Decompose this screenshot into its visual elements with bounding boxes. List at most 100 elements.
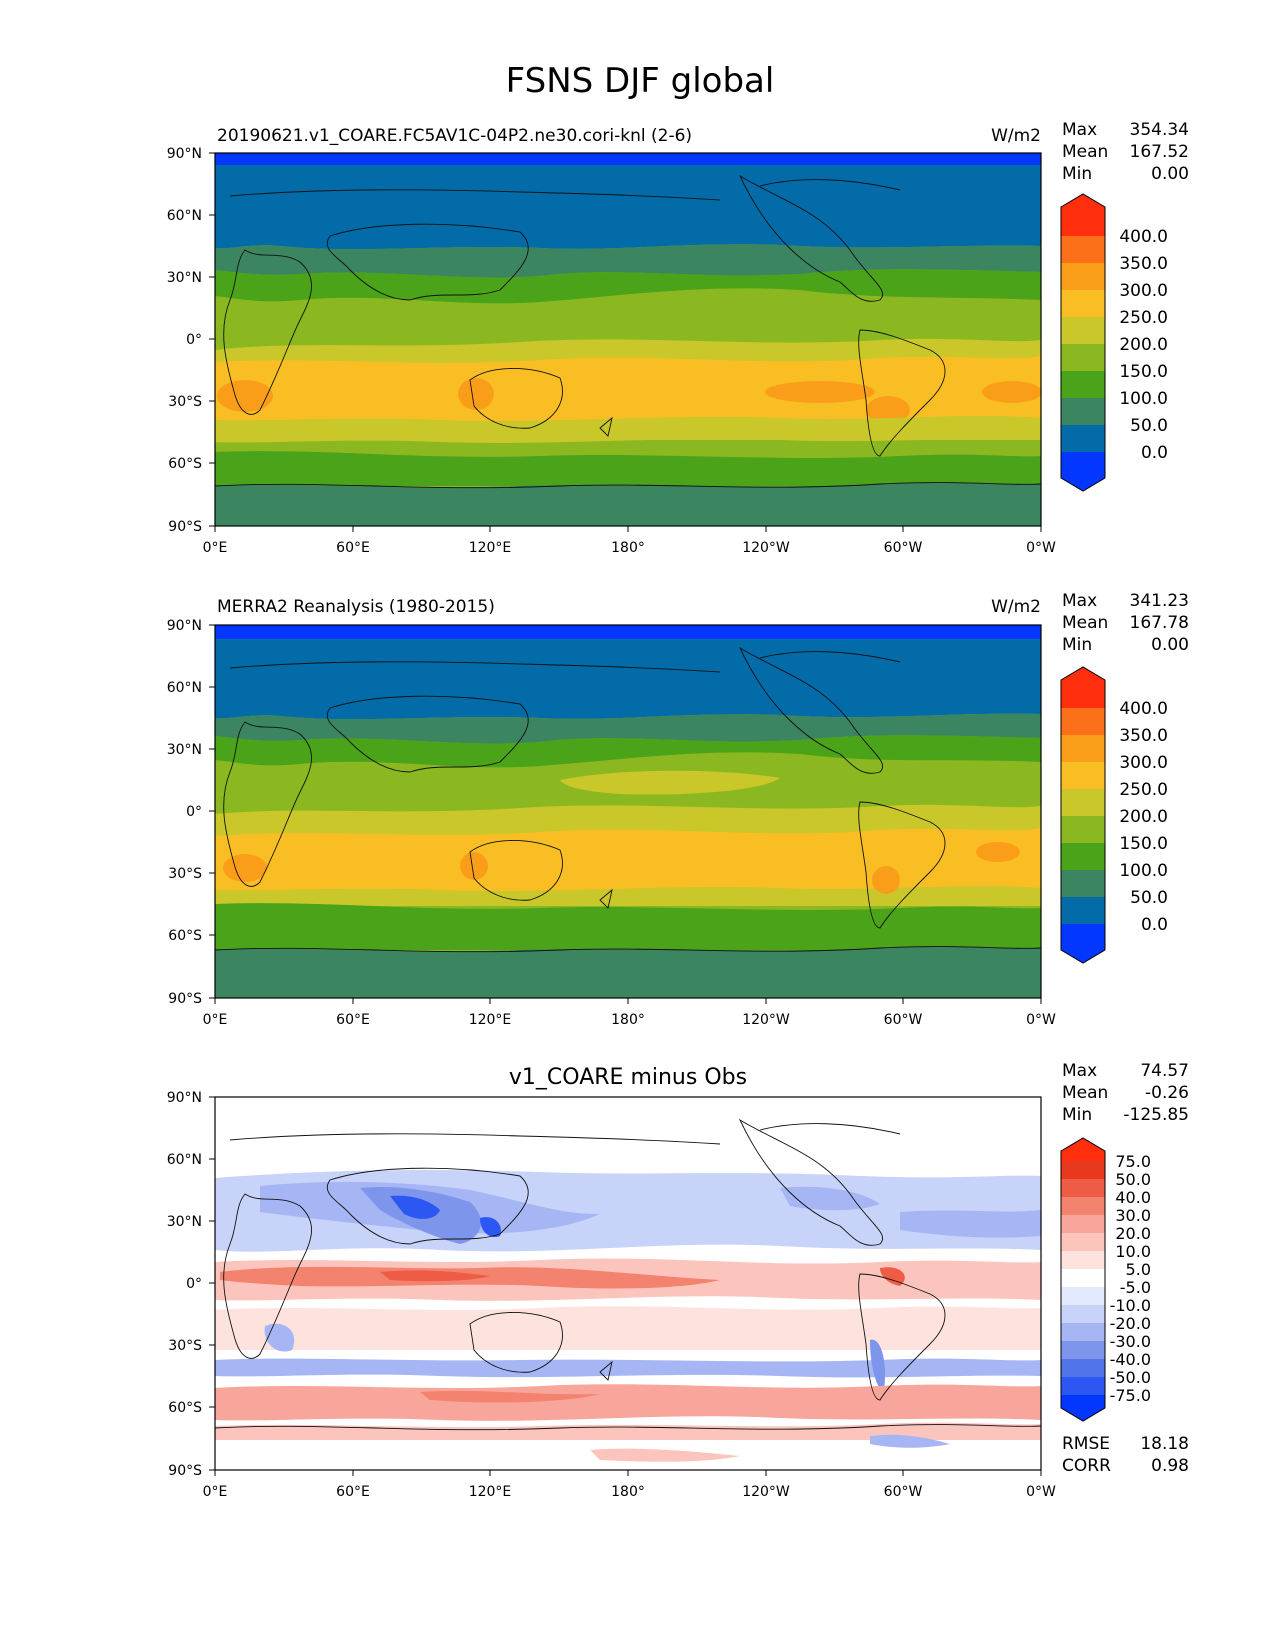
- colorbar-segment: [1061, 1138, 1105, 1161]
- lon-tick-label: 0°W: [1026, 1484, 1056, 1500]
- colorbar-label: 200.0: [1119, 335, 1168, 355]
- colorbar-label: -75.0: [1110, 1386, 1151, 1405]
- colorbar-label: 250.0: [1119, 780, 1168, 800]
- lon-tick-label: 120°E: [469, 540, 512, 556]
- lon-tick-label: 60°W: [884, 540, 923, 556]
- stat-min-value: 0.00: [1151, 635, 1189, 655]
- panel-model-map: [215, 153, 1041, 526]
- colorbar-label: 50.0: [1130, 416, 1168, 436]
- colorbar-segment: [1061, 1233, 1105, 1251]
- colorbar-label: -40.0: [1110, 1350, 1151, 1369]
- panel-model-title: 20190621.v1_COARE.FC5AV1C-04P2.ne30.cori…: [217, 126, 692, 146]
- colorbar-label: 300.0: [1119, 281, 1168, 301]
- panel-model-units: W/m2: [991, 126, 1041, 146]
- panel-diff-map: [215, 1097, 1041, 1470]
- colorbar-label: 200.0: [1119, 807, 1168, 827]
- colorbar-segment: [1061, 1251, 1105, 1269]
- colorbar-segment: [1061, 344, 1105, 371]
- panel-obs: MERRA2 Reanalysis (1980-2015) W/m2: [167, 591, 1189, 1028]
- colorbar-label: 0.0: [1141, 915, 1168, 935]
- lon-tick-label: 180°: [611, 1012, 645, 1028]
- lon-tick-label: 60°W: [884, 1484, 923, 1500]
- lat-tick-label: 90°S: [168, 1463, 202, 1479]
- colorbar-segment: [1061, 398, 1105, 425]
- panel-obs-units: W/m2: [991, 597, 1041, 617]
- lon-tick-label: 60°W: [884, 1012, 923, 1028]
- colorbar-segment: [1061, 194, 1105, 236]
- colorbar-segment: [1061, 317, 1105, 344]
- colorbar-segment: [1061, 816, 1105, 843]
- lat-tick-label: 60°S: [168, 1400, 202, 1416]
- panel-diff: v1_COARE minus Obs: [167, 1061, 1189, 1500]
- stat-min-value: 0.00: [1151, 164, 1189, 184]
- colorbar-segment: [1061, 290, 1105, 317]
- panel-obs-map: [215, 625, 1041, 998]
- colorbar-label: 50.0: [1130, 888, 1168, 908]
- panel-model: 20190621.v1_COARE.FC5AV1C-04P2.ne30.cori…: [167, 120, 1189, 556]
- colorbar-segment: [1061, 897, 1105, 924]
- lon-tick-label: 0°W: [1026, 540, 1056, 556]
- lon-tick-label: 180°: [611, 1484, 645, 1500]
- stat-mean-value: 167.78: [1130, 613, 1189, 633]
- colorbar-label: 400.0: [1119, 227, 1168, 247]
- stat-max-label: Max: [1062, 120, 1097, 140]
- panel-diff-title: v1_COARE minus Obs: [509, 1065, 747, 1090]
- colorbar-label: 20.0: [1115, 1224, 1151, 1243]
- lon-tick-label: 120°W: [742, 1012, 790, 1028]
- colorbar-segment: [1061, 667, 1105, 708]
- colorbar-label: 10.0: [1115, 1242, 1151, 1261]
- colorbar-segment: [1061, 425, 1105, 452]
- colorbar-label: 150.0: [1119, 362, 1168, 382]
- lon-tick-label: 120°E: [469, 1484, 512, 1500]
- colorbar-label: 250.0: [1119, 308, 1168, 328]
- stat-max-label: Max: [1062, 591, 1097, 611]
- lat-tick-label: 30°S: [168, 394, 202, 410]
- lon-tick-label: 0°E: [203, 1484, 228, 1500]
- panel-obs-title: MERRA2 Reanalysis (1980-2015): [217, 597, 495, 617]
- lat-tick-label: 30°N: [167, 270, 202, 286]
- colorbar-segment: [1061, 263, 1105, 290]
- colorbar-segment: [1061, 870, 1105, 897]
- colorbar-label: 350.0: [1119, 726, 1168, 746]
- lat-tick-label: 90°N: [167, 146, 202, 162]
- colorbar-segment: [1061, 735, 1105, 762]
- colorbar-segment: [1061, 1197, 1105, 1215]
- colorbar: [1060, 1137, 1106, 1422]
- stat-max-value: 354.34: [1130, 120, 1189, 140]
- colorbar-segment: [1061, 371, 1105, 398]
- colorbar-label: 100.0: [1119, 861, 1168, 881]
- colorbar-label: -10.0: [1110, 1296, 1151, 1315]
- stat-mean-value: -0.26: [1145, 1083, 1189, 1103]
- colorbar-label: 5.0: [1126, 1260, 1151, 1279]
- stat-max-label: Max: [1062, 1061, 1097, 1081]
- colorbar: [1060, 193, 1106, 492]
- lon-tick-label: 60°E: [336, 1012, 370, 1028]
- colorbar-label: 75.0: [1115, 1152, 1151, 1171]
- lon-tick-label: 120°W: [742, 540, 790, 556]
- colorbar-segment: [1061, 1269, 1105, 1287]
- colorbar-segment: [1061, 1377, 1105, 1395]
- lat-tick-label: 60°N: [167, 680, 202, 696]
- colorbar-label: 100.0: [1119, 389, 1168, 409]
- lon-tick-label: 120°E: [469, 1012, 512, 1028]
- stat-min-label: Min: [1062, 635, 1092, 655]
- colorbar-segment: [1061, 1161, 1105, 1179]
- stat-mean-label: Mean: [1062, 142, 1108, 162]
- lat-tick-label: 90°N: [167, 618, 202, 634]
- colorbar-label: 50.0: [1115, 1170, 1151, 1189]
- lon-tick-label: 0°E: [203, 540, 228, 556]
- colorbar-segment: [1061, 1287, 1105, 1305]
- lon-tick-label: 60°E: [336, 540, 370, 556]
- stat-max-value: 341.23: [1130, 591, 1189, 611]
- colorbar-segment: [1061, 762, 1105, 789]
- colorbar: [1060, 666, 1106, 964]
- lat-tick-label: 0°: [186, 332, 202, 348]
- stat-corr-value: 0.98: [1151, 1456, 1189, 1476]
- lat-tick-label: 90°S: [168, 991, 202, 1007]
- colorbar-label: -30.0: [1110, 1332, 1151, 1351]
- lat-tick-label: 0°: [186, 1276, 202, 1292]
- colorbar-segment: [1061, 452, 1105, 491]
- colorbar-label: -50.0: [1110, 1368, 1151, 1387]
- lon-tick-label: 60°E: [336, 1484, 370, 1500]
- colorbar-label: 350.0: [1119, 254, 1168, 274]
